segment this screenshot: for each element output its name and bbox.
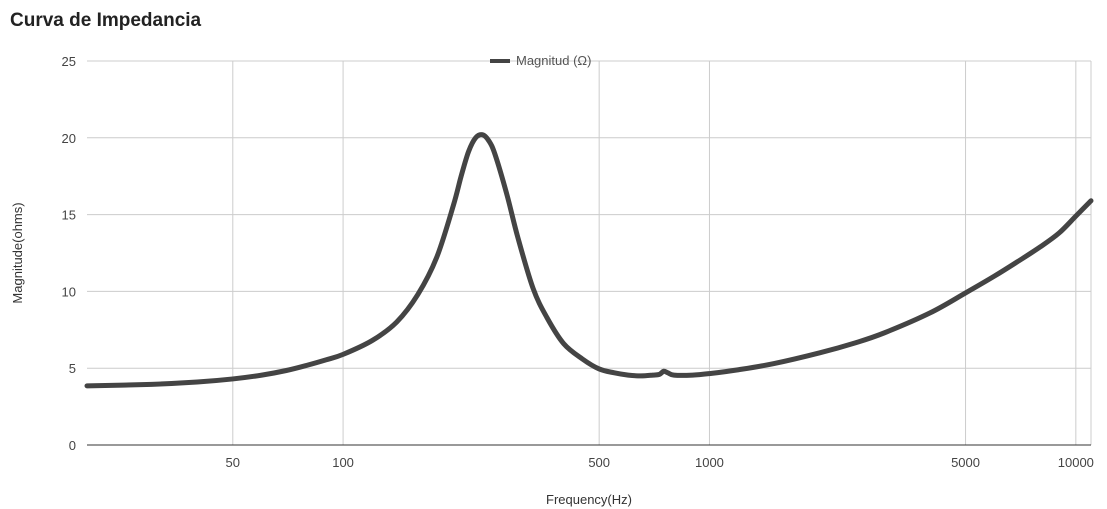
chart-title: Curva de Impedancia (10, 10, 202, 31)
x-tick-label: 10000 (1058, 455, 1094, 470)
legend-label: Magnitud (Ω) (516, 53, 591, 68)
y-tick-label: 0 (69, 438, 76, 453)
x-tick-label: 5000 (951, 455, 980, 470)
y-gridlines (87, 60, 1091, 369)
x-tick-label: 50 (226, 455, 240, 470)
x-tick-labels: 50 100 500 1000 5000 10000 (226, 455, 1094, 470)
y-tick-label: 20 (62, 131, 76, 146)
y-tick-label: 25 (62, 54, 76, 69)
y-tick-label: 15 (62, 208, 76, 223)
x-gridlines (232, 61, 1092, 445)
x-axis-label: Frequency(Hz) (546, 492, 632, 507)
x-tick-label: 500 (588, 455, 610, 470)
y-axis-label: Magnitude(ohms) (10, 202, 25, 303)
x-tick-label: 100 (332, 455, 354, 470)
y-tick-label: 10 (62, 284, 76, 299)
x-tick-label: 1000 (695, 455, 724, 470)
y-tick-label: 5 (69, 361, 76, 376)
y-tick-labels: 0 5 10 15 20 25 (62, 54, 76, 453)
series-line-magnitud (84, 132, 1094, 389)
legend: Magnitud (Ω) (490, 53, 591, 68)
